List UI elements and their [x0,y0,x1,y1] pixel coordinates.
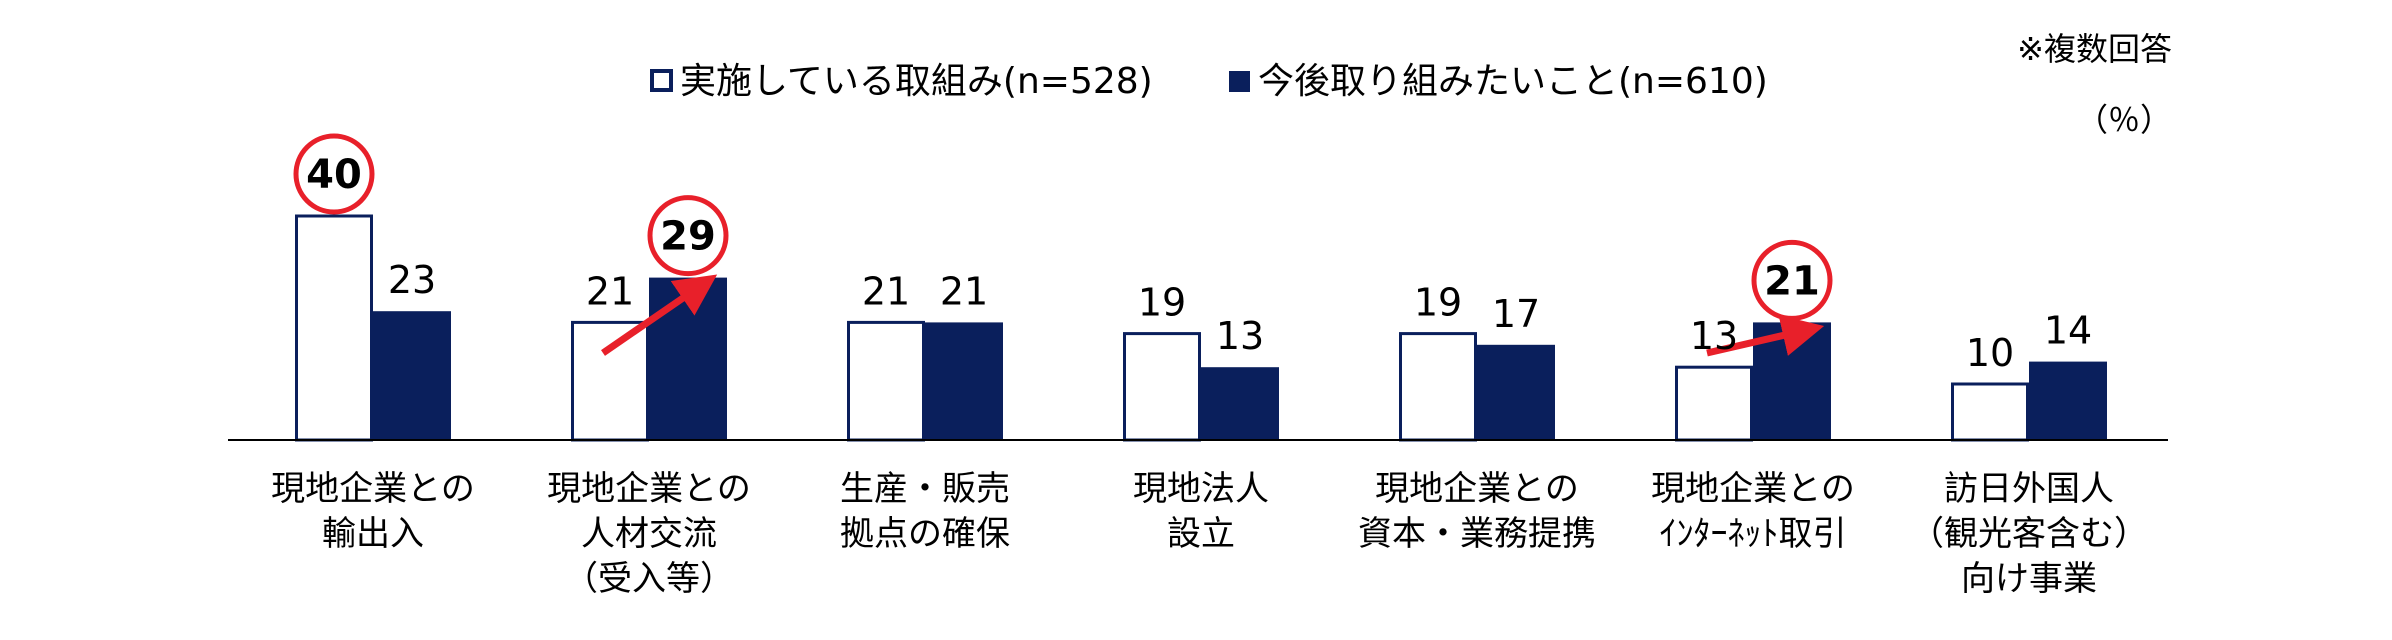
category-label-4-line-0: 現地企業との [1375,469,1579,509]
value-label-future-1: 29 [660,214,716,260]
value-label-current-5: 13 [1690,314,1738,358]
bar-future-6 [2029,361,2107,440]
legend: 実施している取組み(n=528) 今後取り組みたいこと(n=610) [650,61,1768,102]
value-label-future-3: 13 [1216,314,1264,358]
legend-swatch-current [650,69,673,92]
category-label-0-line-0: 現地企業との [271,469,475,509]
unit-label: （％） [2076,101,2172,139]
legend-swatch-future [1229,71,1250,92]
value-labels: 40 23 21 29 21 21 19 13 19 17 13 21 10 14 [293,133,2092,375]
bar-current-3 [1123,332,1201,442]
highlight-circle-1 [647,195,729,277]
bar-future-3 [1201,367,1279,440]
value-label-future-4: 17 [1492,292,1540,336]
bar-current-4 [1399,332,1477,442]
value-label-future-6: 14 [2044,309,2092,353]
value-label-current-0: 40 [306,152,362,198]
value-label-future-5: 21 [1764,258,1820,304]
category-label-4-line-1: 資本・業務提携 [1358,514,1596,554]
bar-current-0 [295,214,373,442]
category-label-1-line-2: （受入等） [564,559,734,599]
increase-arrow-1 [601,274,718,356]
category-label-5-line-1: ｲﾝﾀｰﾈｯﾄ取引 [1660,514,1847,554]
category-label-5-line-0: 現地企業との [1651,469,1855,509]
value-label-future-2: 21 [940,269,988,313]
bar-current-5 [1675,365,1753,442]
increase-arrow-5 [1706,314,1825,357]
legend-label-current: 実施している取組み(n=528) [680,61,1153,102]
note-multiple-answers: ※複数回答 [2017,30,2172,68]
bar-future-4 [1477,344,1555,440]
bar-current-6 [1951,382,2029,442]
bars [295,214,2107,442]
legend-label-future: 今後取り組みたいこと(n=610) [1258,61,1768,102]
highlight-circle-5 [1751,239,1833,321]
category-label-6-line-0: 訪日外国人 [1944,469,2114,509]
bar-current-2 [847,320,925,442]
category-label-1-line-1: 人材交流 [581,514,717,554]
category-label-3-line-1: 設立 [1167,514,1235,554]
category-label-2-line-1: 拠点の確保 [840,514,1010,554]
category-label-3-line-0: 現地法人 [1133,469,1269,509]
value-label-current-3: 19 [1138,281,1186,325]
category-labels: 現地企業との輸出入現地企業との人材交流（受入等）生産・販売拠点の確保現地法人設立… [271,469,2148,599]
bar-future-1 [649,277,727,440]
bar-current-1 [571,320,649,442]
highlight-circle-0 [293,133,375,215]
category-label-1-line-0: 現地企業との [547,469,751,509]
value-label-current-2: 21 [862,269,910,313]
value-label-current-6: 10 [1966,331,2014,375]
category-label-6-line-1: （観光客含む） [1910,514,2148,554]
value-label-current-1: 21 [586,269,634,313]
value-label-current-4: 19 [1414,281,1462,325]
value-label-future-0: 23 [388,258,436,302]
category-label-6-line-2: 向け事業 [1961,559,2097,599]
category-label-2-line-0: 生産・販売 [840,469,1010,509]
category-label-0-line-1: 輸出入 [322,514,424,554]
bar-future-2 [925,322,1003,440]
bar-future-0 [373,311,451,440]
